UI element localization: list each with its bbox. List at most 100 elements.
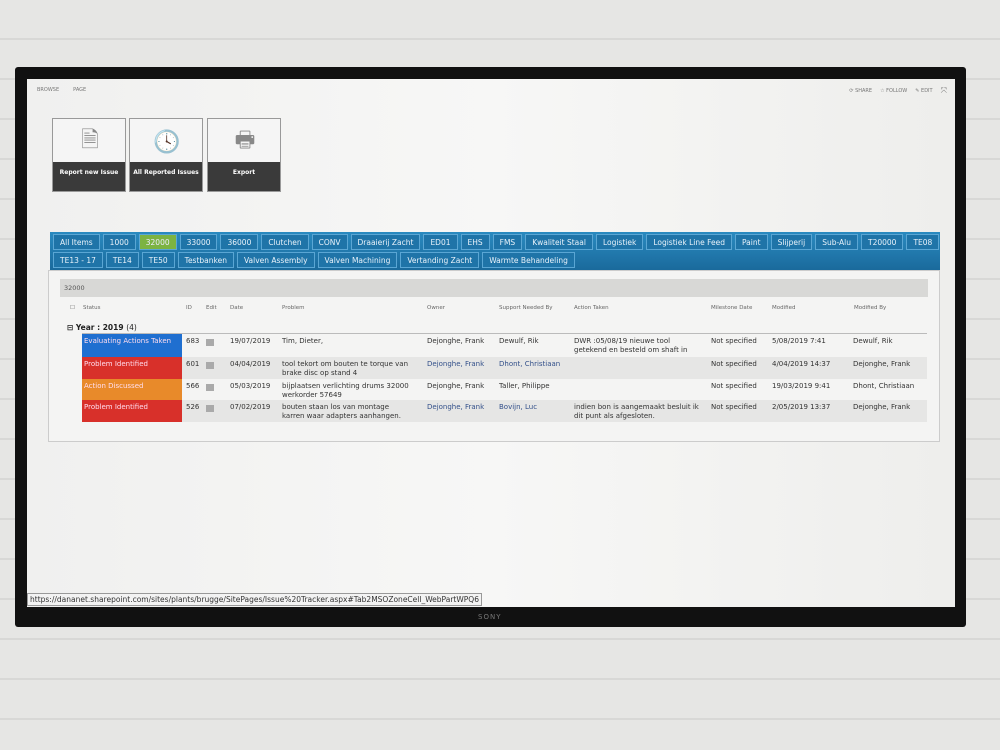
tab-ed01[interactable]: ED01 [423, 234, 458, 250]
follow-button[interactable]: ☆ FOLLOW [880, 88, 908, 94]
screen: BROWSE PAGE ⟳ SHARE ☆ FOLLOW ✎ EDIT ⤧ 🗎 Re… [27, 79, 955, 607]
new-document-icon: 🗎 [81, 128, 99, 153]
milestone-cell: Not specified [711, 382, 757, 390]
col-date[interactable]: Date [230, 305, 244, 311]
edit-icon[interactable] [206, 339, 214, 346]
tab-slijperij[interactable]: Slijperij [770, 234, 813, 250]
tab-logistiek-line-feed[interactable]: Logistiek Line Feed [646, 234, 732, 250]
modified-cell: 4/04/2019 14:37 [772, 360, 831, 368]
table-row[interactable]: Evaluating Actions Taken 683 19/07/2019 Tim… [82, 334, 927, 357]
printer-icon: 🖶 [234, 128, 256, 153]
date-cell: 05/03/2019 [230, 382, 271, 390]
milestone-cell: Not specified [711, 403, 757, 411]
support-cell[interactable]: Bovijn, Luc [499, 403, 538, 411]
tab-32000[interactable]: 32000 [138, 234, 177, 250]
tab-paint[interactable]: Paint [735, 234, 768, 250]
col-support[interactable]: Support Needed By [499, 305, 553, 311]
table-row[interactable]: Action Discussed 566 05/03/2019 bijplaatsen… [82, 379, 927, 400]
modified-cell: 19/03/2019 9:41 [772, 382, 831, 390]
tab-clutchen[interactable]: Clutchen [261, 234, 309, 250]
star-icon: ☆ [880, 88, 885, 94]
problem-cell[interactable]: tool tekort om bouten te torque van brak… [282, 360, 409, 377]
support-cell[interactable]: Taller, Philippe [499, 382, 550, 390]
tab-kwaliteit-staal[interactable]: Kwaliteit Staal [525, 234, 593, 250]
pencil-icon: ✎ [915, 88, 920, 94]
modified-by-cell[interactable]: Dejonghe, Frank [853, 403, 911, 411]
filter-bar: 32000 [60, 279, 928, 297]
col-id[interactable]: ID [186, 305, 192, 311]
edit-icon[interactable] [206, 384, 214, 391]
ribbon-bar: BROWSE PAGE ⟳ SHARE ☆ FOLLOW ✎ EDIT ⤧ [27, 85, 955, 97]
support-cell[interactable]: Dewulf, Rik [499, 337, 539, 345]
problem-cell[interactable]: bouten staan los van montage karren waar… [282, 403, 401, 420]
tab-valven-assembly[interactable]: Valven Assembly [236, 252, 315, 268]
date-cell: 19/07/2019 [230, 337, 271, 345]
tab-33000[interactable]: 33000 [179, 234, 218, 250]
table-row[interactable]: Problem Identified 526 07/02/2019 bouten st… [82, 400, 927, 422]
tab-draaierij-zacht[interactable]: Draaierij Zacht [350, 234, 421, 250]
tab-te14[interactable]: TE14 [105, 252, 139, 268]
modified-cell: 2/05/2019 13:37 [772, 403, 831, 411]
report-new-issue-tile[interactable]: 🗎 Report new Issue [52, 118, 126, 192]
tab-logistiek[interactable]: Logistiek [595, 234, 644, 250]
date-cell: 07/02/2019 [230, 403, 271, 411]
tab-sub-alu[interactable]: Sub-Alu [815, 234, 858, 250]
owner-cell[interactable]: Dejonghe, Frank [427, 382, 485, 390]
col-status[interactable]: Status [83, 305, 101, 311]
browse-tab[interactable]: BROWSE [37, 87, 60, 93]
tab-all-items[interactable]: All Items [53, 234, 100, 250]
col-problem[interactable]: Problem [282, 305, 305, 311]
problem-cell[interactable]: bijplaatsen verlichting drums 32000 werk… [282, 382, 409, 399]
col-edit[interactable]: Edit [206, 305, 217, 311]
col-owner[interactable]: Owner [427, 305, 445, 311]
tab-t20000[interactable]: T20000 [861, 234, 904, 250]
modified-by-cell[interactable]: Dhont, Christiaan [853, 382, 915, 390]
all-reported-issues-tile[interactable]: 🕓 All Reported Issues [129, 118, 203, 192]
tab-warmte-behandeling[interactable]: Warmte Behandeling [482, 252, 575, 268]
table-row[interactable]: Problem Identified 601 04/04/2019 tool teko… [82, 357, 927, 379]
milestone-cell: Not specified [711, 337, 757, 345]
date-cell: 04/04/2019 [230, 360, 271, 368]
tab-testbanken[interactable]: Testbanken [177, 252, 234, 268]
modified-by-cell[interactable]: Dewulf, Rik [853, 337, 893, 345]
action-cell: DWR :05/08/19 nieuwe tool getekend en be… [574, 337, 688, 354]
col-modified[interactable]: Modified [772, 305, 796, 311]
select-all-checkbox[interactable]: ☐ [70, 305, 75, 311]
tab-valven-machining[interactable]: Valven Machining [317, 252, 398, 268]
action-cell: indien bon is aangemaakt besluit ik dit … [574, 403, 699, 420]
owner-cell[interactable]: Dejonghe, Frank [427, 337, 485, 345]
tab-1000[interactable]: 1000 [102, 234, 136, 250]
owner-cell[interactable]: Dejonghe, Frank [427, 360, 485, 368]
share-button[interactable]: ⟳ SHARE [849, 88, 873, 94]
milestone-cell: Not specified [711, 360, 757, 368]
col-action[interactable]: Action Taken [574, 305, 609, 311]
tab-36000[interactable]: 36000 [220, 234, 259, 250]
owner-cell[interactable]: Dejonghe, Frank [427, 403, 485, 411]
modified-by-cell[interactable]: Dejonghe, Frank [853, 360, 911, 368]
support-cell[interactable]: Dhont, Christiaan [499, 360, 561, 368]
edit-icon[interactable] [206, 405, 214, 412]
status-badge: Action Discussed [82, 379, 182, 400]
status-badge: Problem Identified [82, 400, 182, 422]
tab-te13-17[interactable]: TE13 - 17 [53, 252, 103, 268]
edit-icon[interactable] [206, 362, 214, 369]
issue-list-panel: 32000 ☐ Status ID Edit Date Problem Owne… [48, 270, 940, 442]
col-milestone[interactable]: Milestone Date [711, 305, 753, 311]
tab-vertanding-zacht[interactable]: Vertanding Zacht [400, 252, 480, 268]
tv-brand-logo: SONY [478, 613, 502, 621]
id-cell: 601 [186, 360, 200, 368]
clock-folder-icon: 🕓 [153, 129, 181, 155]
export-tile[interactable]: 🖶 Export [207, 118, 281, 192]
tab-te08[interactable]: TE08 [906, 234, 940, 250]
id-cell: 526 [186, 403, 200, 411]
focus-icon[interactable]: ⤧ [940, 86, 947, 95]
tab-te50[interactable]: TE50 [141, 252, 175, 268]
tab-ehs[interactable]: EHS [460, 234, 490, 250]
problem-cell[interactable]: Tim, Dieter, [282, 337, 324, 345]
col-modified-by[interactable]: Modified By [854, 305, 887, 311]
group-header[interactable]: ⊟ Year : 2019 (4) [67, 323, 137, 332]
tab-fms[interactable]: FMS [492, 234, 523, 250]
tab-conv[interactable]: CONV [311, 234, 348, 250]
page-tab[interactable]: PAGE [73, 87, 87, 93]
edit-button[interactable]: ✎ EDIT [915, 88, 933, 94]
